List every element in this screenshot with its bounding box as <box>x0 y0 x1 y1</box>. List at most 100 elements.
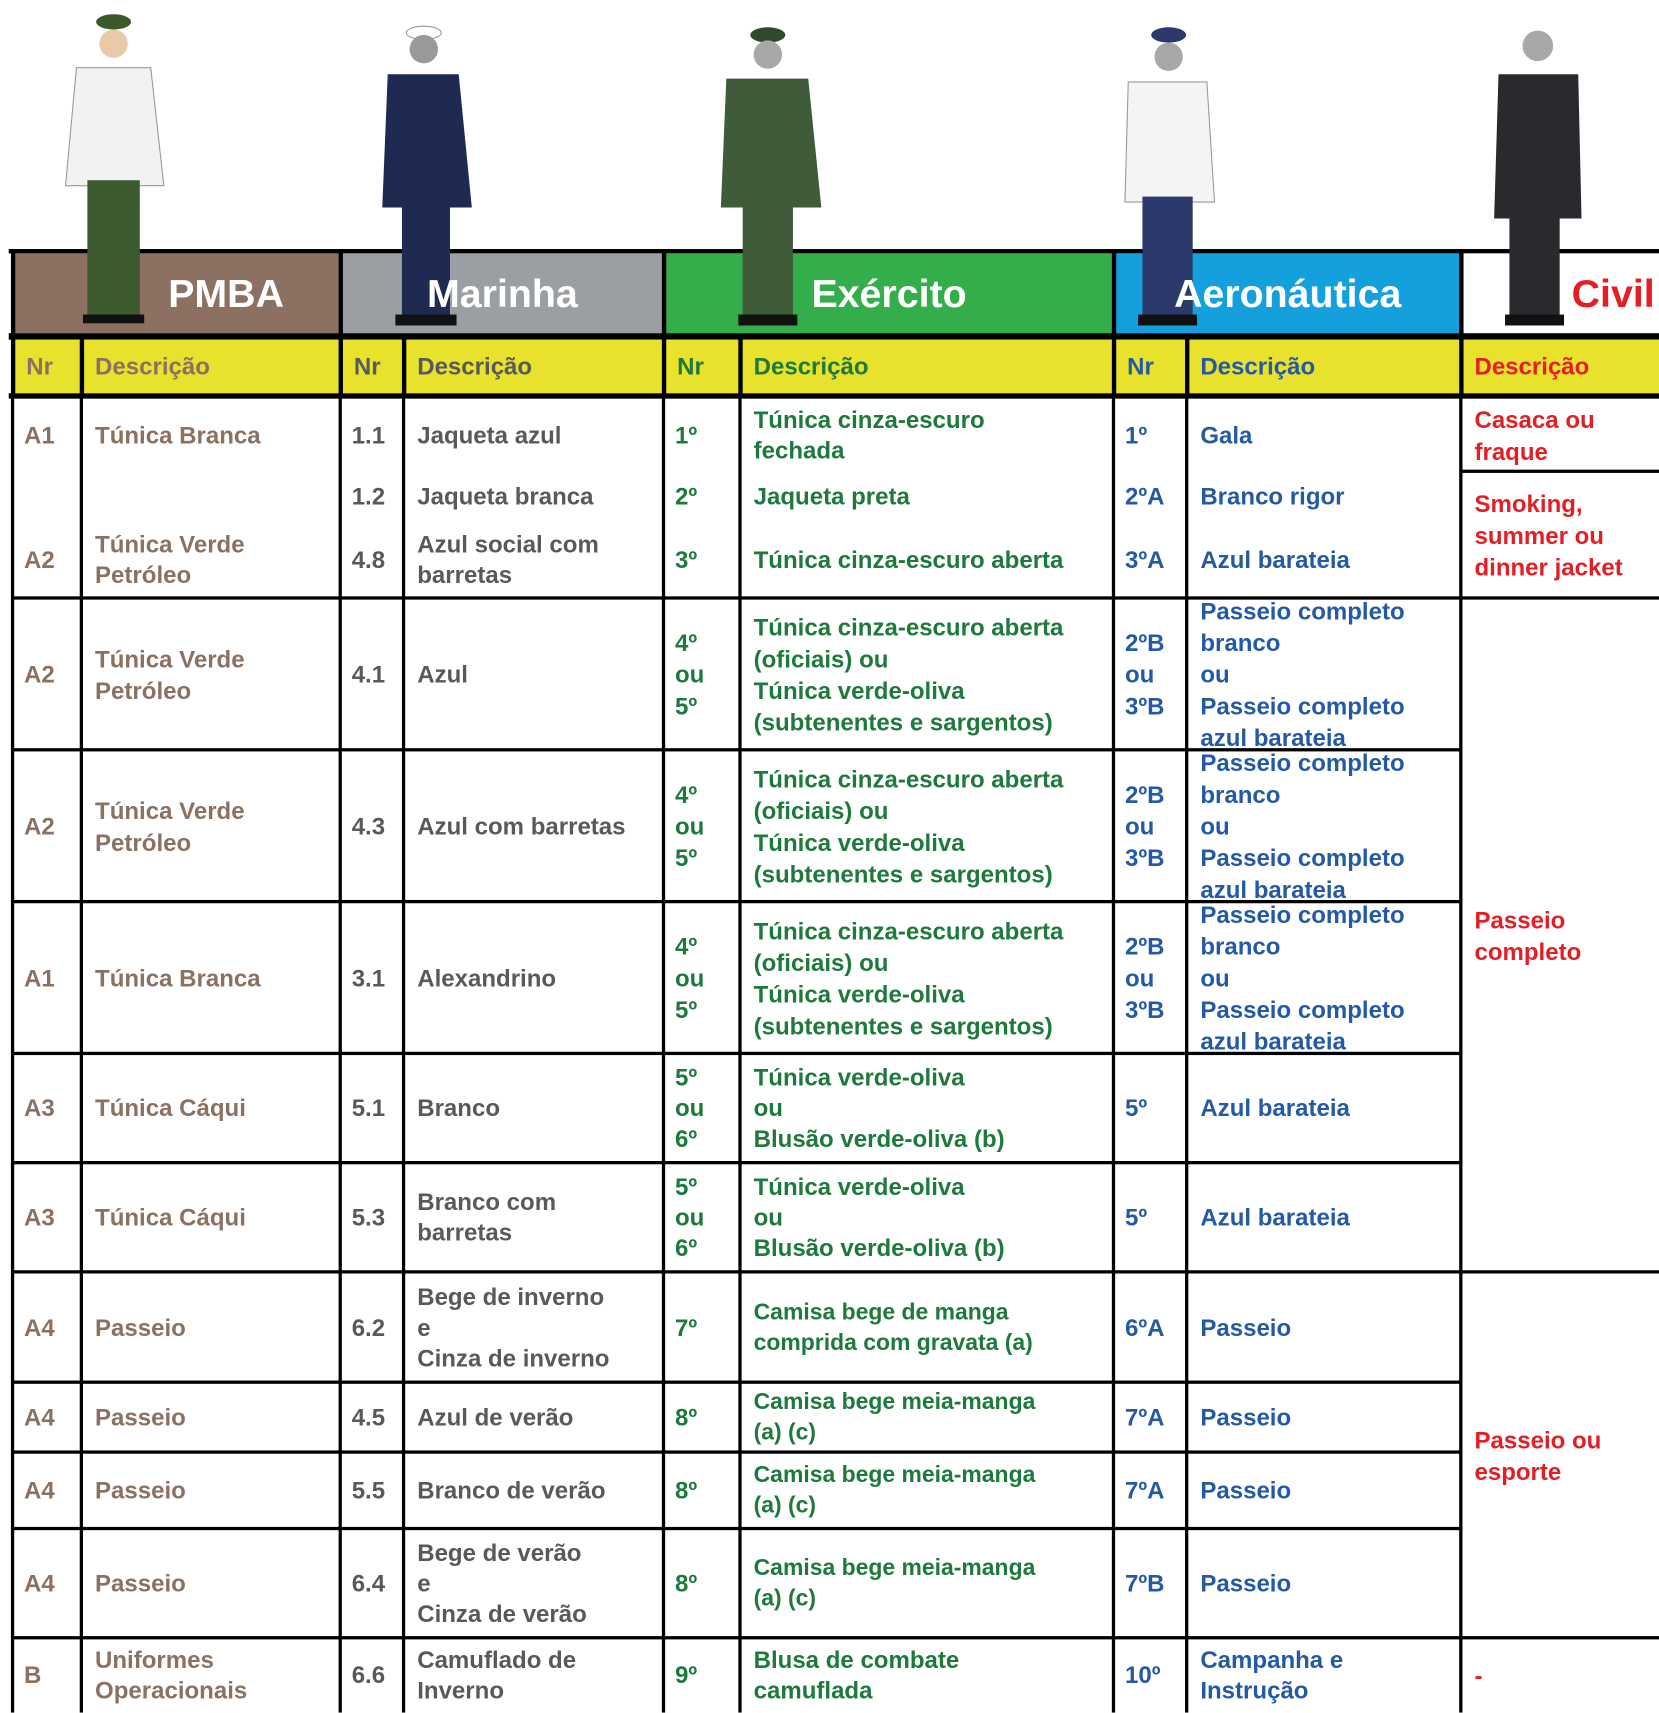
sub-header-desc: Descrição <box>740 339 1115 394</box>
rule <box>338 396 342 1713</box>
rule <box>8 393 1659 399</box>
civil-cell: Passeio completo <box>1474 905 1582 965</box>
sub-header-desc: Descrição <box>81 339 341 394</box>
description-cell: Passeio completo branco ou Passeio compl… <box>1200 597 1405 752</box>
nr-cell: 5º <box>1124 1203 1148 1231</box>
nr-cell: A2 <box>24 546 55 574</box>
description-cell: Jaqueta preta <box>753 482 910 511</box>
column-title: Marinha <box>427 270 578 316</box>
rule <box>401 396 406 1713</box>
nr-cell: 8º <box>674 1569 698 1597</box>
description-cell: Túnica verde-oliva ou Blusão verde-oliva… <box>753 1173 1005 1262</box>
rule <box>10 336 16 397</box>
description-cell: Azul de verão <box>417 1403 574 1431</box>
nr-cell: A4 <box>24 1476 55 1504</box>
rule <box>1111 336 1117 397</box>
rule <box>1461 1636 1659 1640</box>
description-cell: Azul barateia <box>1200 1094 1350 1122</box>
nr-cell: 5.1 <box>351 1094 386 1122</box>
nr-cell: 6.6 <box>351 1661 386 1689</box>
column-title: Aeronáutica <box>1174 270 1402 316</box>
rule <box>1459 396 1463 1713</box>
rule <box>13 1526 1462 1531</box>
description-cell: Camuflado de Inverno <box>417 1645 577 1704</box>
rule <box>1111 396 1116 1713</box>
nr-cell: A4 <box>24 1569 55 1597</box>
nr-cell: 6.2 <box>351 1313 386 1341</box>
description-cell: Passeio <box>95 1476 186 1504</box>
description-cell: Alexandrino <box>417 964 557 992</box>
description-cell: Túnica cinza-escuro aberta (oficiais) ou… <box>753 916 1064 1040</box>
description-cell: Bege de verão e Cinza de verão <box>417 1538 587 1628</box>
figure-marinha <box>382 25 472 326</box>
description-cell: Passeio completo branco ou Passeio compl… <box>1200 901 1405 1056</box>
civil-cell: Passeio ou esporte <box>1474 1425 1602 1485</box>
description-cell: Azul <box>417 660 468 689</box>
rule <box>8 333 1659 340</box>
nr-cell: 5º <box>1124 1094 1148 1122</box>
nr-cell: 1.2 <box>351 482 386 511</box>
nr-cell: 8º <box>674 1476 698 1504</box>
column-header <box>340 253 665 334</box>
description-cell: Campanha e Instrução <box>1200 1645 1344 1704</box>
figures <box>64 14 1582 326</box>
description-cell: Passeio completo branco ou Passeio compl… <box>1200 749 1405 904</box>
description-cell: Passeio <box>1200 1313 1292 1341</box>
nr-cell: A2 <box>24 660 55 689</box>
figure-pmba <box>64 14 165 324</box>
rule <box>79 336 85 397</box>
description-cell: Passeio <box>1200 1476 1292 1504</box>
nr-cell: 1º <box>674 421 698 449</box>
nr-cell: 7º <box>674 1313 698 1341</box>
nr-cell: 7ºB <box>1124 1569 1165 1597</box>
rule <box>661 249 667 337</box>
nr-cell: A3 <box>24 1203 55 1231</box>
nr-cell: 6.4 <box>351 1569 386 1597</box>
sub-header-nr: Nr <box>13 339 82 394</box>
civil-cell: - <box>1474 1661 1483 1690</box>
nr-cell: A2 <box>24 812 55 840</box>
rule <box>661 396 666 1713</box>
rule <box>738 336 743 397</box>
description-cell: Passeio <box>95 1403 186 1431</box>
description-cell: Camisa bege meia-manga (a) (c) <box>753 1389 1036 1445</box>
description-cell: Túnica Cáqui <box>95 1094 246 1122</box>
rule <box>1461 469 1659 473</box>
nr-cell: B <box>24 1661 42 1689</box>
sub-header-desc: Descrição <box>404 339 665 394</box>
rule <box>13 1636 1462 1640</box>
description-cell: Passeio <box>95 1313 186 1341</box>
rule <box>401 336 407 397</box>
rule <box>738 396 742 1713</box>
column-title: PMBA <box>168 270 284 316</box>
sub-header-nr: Nr <box>340 339 405 394</box>
rule <box>1461 596 1659 600</box>
description-cell: Camisa bege meia-manga (a) (c) <box>753 1555 1036 1611</box>
figure-civil <box>1494 30 1582 326</box>
nr-cell: 2ºB ou 3ºB <box>1124 932 1165 1024</box>
description-cell: Azul social com barretas <box>417 530 599 589</box>
description-cell: Uniformes Operacionais <box>95 1645 248 1704</box>
rule <box>338 249 343 337</box>
nr-cell: 4º ou 5º <box>674 780 705 872</box>
sub-header-nr: Nr <box>664 339 741 394</box>
nr-cell: 4º ou 5º <box>674 932 705 1024</box>
description-cell: Branco rigor <box>1200 482 1345 511</box>
description-cell: Branco de verão <box>417 1476 606 1504</box>
description-cell: Gala <box>1200 421 1253 449</box>
description-cell: Passeio <box>1200 1569 1292 1597</box>
rule <box>13 1051 1462 1056</box>
rule <box>79 396 84 1713</box>
nr-cell: 7ºA <box>1124 1476 1165 1504</box>
rule <box>13 1380 1462 1384</box>
nr-cell: 2ºA <box>1124 482 1165 511</box>
nr-cell: 2º <box>674 482 698 511</box>
rule <box>13 1270 1462 1274</box>
rule <box>13 1450 1462 1454</box>
description-cell: Túnica Branca <box>95 421 261 449</box>
rule <box>10 396 15 1713</box>
sub-header-desc: Descrição <box>1461 339 1659 394</box>
civil-cell: Casaca ou fraque <box>1474 405 1595 465</box>
description-cell: Túnica Cáqui <box>95 1203 246 1231</box>
